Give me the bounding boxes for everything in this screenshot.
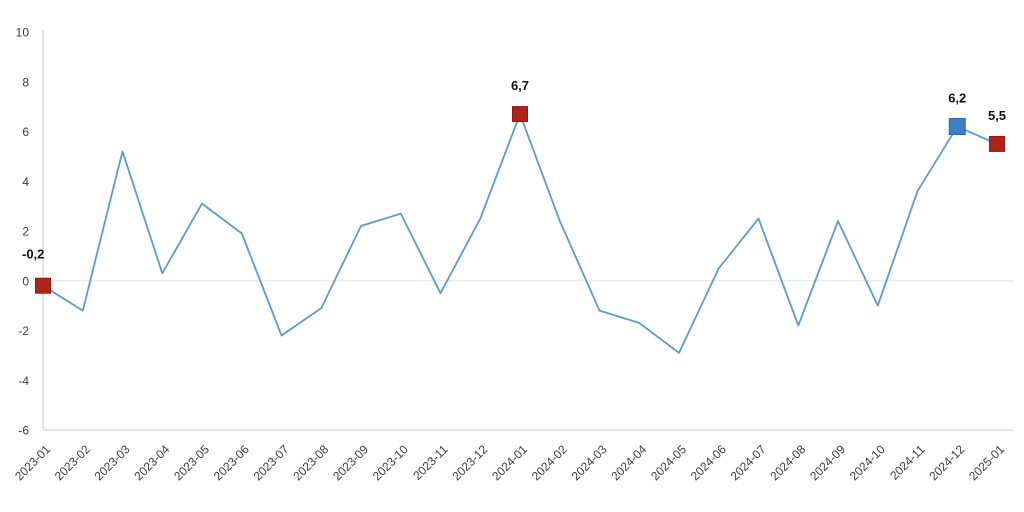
- x-tick-label: 2024-03: [569, 442, 610, 483]
- point-label-2025-01: 5,5: [988, 108, 1006, 123]
- x-tick-label: 2023-05: [171, 442, 212, 483]
- y-tick-label: -6: [18, 424, 29, 438]
- x-tick-label: 2023-03: [92, 442, 133, 483]
- x-tick-label: 2023-08: [290, 442, 331, 483]
- x-tick-label: 2023-10: [370, 442, 411, 483]
- x-tick-label: 2023-02: [52, 442, 93, 483]
- x-tick-label: 2023-07: [251, 442, 292, 483]
- x-tick-label: 2024-08: [767, 442, 808, 483]
- marker-2025-01: [989, 135, 1005, 152]
- x-tick-label: 2024-09: [807, 442, 848, 483]
- x-tick-label: 2024-11: [887, 442, 928, 483]
- marker-2024-12: [948, 118, 966, 136]
- y-tick-label: 10: [16, 26, 30, 40]
- x-tick-label: 2023-09: [330, 442, 371, 483]
- y-tick-label: -4: [18, 374, 29, 388]
- x-tick-label: 2024-04: [608, 442, 649, 483]
- x-tick-label: 2023-12: [449, 442, 490, 483]
- x-tick-label: 2023-01: [12, 442, 53, 483]
- y-tick-label: 2: [22, 225, 29, 239]
- point-label-2023-01: -0,2: [22, 247, 44, 262]
- x-tick-label: 2024-10: [847, 442, 888, 483]
- point-label-2024-12: 6,2: [948, 91, 966, 106]
- point-label-2024-01: 6,7: [511, 78, 529, 93]
- y-tick-label: 6: [22, 125, 29, 139]
- y-tick-label: 4: [22, 175, 29, 189]
- x-tick-label: 2023-06: [211, 442, 252, 483]
- x-tick-label: 2023-11: [410, 442, 451, 483]
- x-tick-label: 2023-04: [131, 442, 172, 483]
- y-tick-label: -2: [18, 324, 29, 338]
- x-tick-label: 2024-06: [688, 442, 729, 483]
- marker-2024-01: [512, 106, 528, 123]
- series-line: [42, 113, 998, 354]
- x-tick-label: 2024-05: [648, 442, 689, 483]
- x-tick-label: 2024-02: [529, 442, 570, 483]
- x-tick-label: 2025-01: [966, 442, 1007, 483]
- marker-2023-01: [35, 277, 51, 294]
- x-tick-label: 2024-12: [926, 442, 967, 483]
- y-tick-label: 8: [22, 75, 29, 89]
- x-tick-label: 2024-01: [489, 442, 530, 483]
- x-tick-label: 2024-07: [728, 442, 769, 483]
- y-tick-label: 0: [22, 274, 29, 288]
